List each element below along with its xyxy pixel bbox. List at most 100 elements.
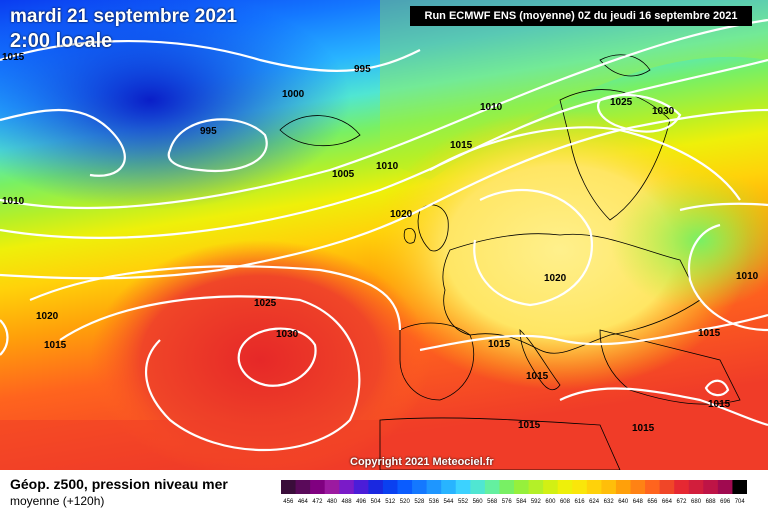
isobar-label: 1015 <box>44 340 67 351</box>
scale-swatch <box>543 480 559 494</box>
scale-tick-label: 472 <box>312 499 323 505</box>
scale-swatch <box>557 480 573 494</box>
scale-tick-label: 592 <box>531 499 542 505</box>
scale-swatch <box>295 480 311 494</box>
isobar-label: 1015 <box>708 399 731 410</box>
isobar-label: 1030 <box>652 106 675 117</box>
isobar-label: 1015 <box>698 328 721 339</box>
scale-swatch <box>382 480 398 494</box>
scale-swatch <box>310 480 326 494</box>
isobar-995 <box>167 118 268 172</box>
isobar-label: 1005 <box>332 169 355 180</box>
scale-tick-label: 528 <box>414 499 425 505</box>
scale-tick-label: 576 <box>502 499 513 505</box>
isobar-label: 1030 <box>276 329 299 340</box>
isobar-label: 995 <box>200 126 217 137</box>
scale-swatch <box>484 480 500 494</box>
isobar-1005 <box>0 18 768 210</box>
eastern-trough <box>610 170 768 310</box>
scale-tick-label: 680 <box>691 499 702 505</box>
scale-tick-label: 640 <box>618 499 629 505</box>
scale-tick-label: 504 <box>371 499 382 505</box>
scale-swatch <box>281 480 297 494</box>
copyright-notice: Copyright 2021 Meteociel.fr <box>350 456 494 468</box>
isobar-1010-east <box>679 202 768 332</box>
isobar-1015 <box>0 108 768 280</box>
scale-tick-label: 544 <box>443 499 454 505</box>
scale-tick-label: 608 <box>560 499 571 505</box>
low-pressure-zone <box>0 0 350 210</box>
isobar-label: 1020 <box>390 209 413 220</box>
color-scale: 456 464 472 480 488 496 504 512 520 528 536 544 552 5… <box>281 480 747 505</box>
scale-tick-label: 664 <box>662 499 673 505</box>
forecast-local-time: 2:00 locale <box>10 30 113 52</box>
run-info-banner: Run ECMWF ENS (moyenne) 0Z du jeudi 16 s… <box>410 6 752 26</box>
scale-tick-label: 560 <box>473 499 484 505</box>
scale-swatch <box>339 480 355 494</box>
scale-tick-label: 704 <box>735 499 746 505</box>
scale-tick-label: 520 <box>400 499 411 505</box>
isobar-label: 1000 <box>282 89 305 100</box>
map-legend-footer: Géop. z500, pression niveau mer moyenne … <box>0 470 768 512</box>
scale-tick-label: 696 <box>720 499 731 505</box>
isobar-1015-southeast <box>559 387 768 427</box>
scale-swatch <box>441 480 457 494</box>
scale-swatch <box>703 480 719 494</box>
scale-swatch <box>645 480 661 494</box>
scale-swatch <box>601 480 617 494</box>
scale-swatch <box>572 480 588 494</box>
isobar-labels: 1015 1010 995 1000 995 1005 1010 1010 10… <box>2 52 759 434</box>
scale-swatch <box>426 480 442 494</box>
scale-tick-label: 536 <box>429 499 440 505</box>
scale-swatch <box>368 480 384 494</box>
isobar-label: 1010 <box>376 161 399 172</box>
scale-tick-label: 600 <box>545 499 556 505</box>
isobar-label: 1020 <box>36 311 59 322</box>
legend-title: Géop. z500, pression niveau mer <box>10 476 228 492</box>
isobar-label: 995 <box>354 64 371 75</box>
forecast-date: mardi 21 septembre 2021 <box>10 6 238 27</box>
isobar-label: 1025 <box>254 298 277 309</box>
scale-swatch <box>586 480 602 494</box>
scale-swatch <box>499 480 515 494</box>
scale-swatch <box>470 480 486 494</box>
isobar-1005-north <box>0 39 421 73</box>
isobar-1030-azores <box>237 327 317 387</box>
scale-tick-label: 584 <box>516 499 527 505</box>
isobar-label: 1015 <box>632 423 655 434</box>
scale-swatch <box>397 480 413 494</box>
isobar-1015-south <box>419 313 768 352</box>
isobar-1000 <box>0 108 126 177</box>
isobar-label: 1015 <box>2 52 25 63</box>
legend-subtitle: moyenne (+120h) <box>10 494 105 508</box>
scale-swatch <box>412 480 428 494</box>
scale-swatch <box>324 480 340 494</box>
scale-swatch <box>353 480 369 494</box>
scale-swatch <box>455 480 471 494</box>
scale-tick-label: 496 <box>356 499 367 505</box>
scale-swatch <box>717 480 733 494</box>
scale-tick-label: 464 <box>298 499 309 505</box>
scale-swatch <box>615 480 631 494</box>
scale-tick-label: 656 <box>647 499 658 505</box>
scale-swatch <box>659 480 675 494</box>
isobar-1025 <box>59 295 361 451</box>
south-band <box>0 420 768 470</box>
scale-tick-label: 488 <box>342 499 353 505</box>
azores-high-zone <box>90 240 430 470</box>
scale-swatch <box>528 480 544 494</box>
scale-swatch <box>674 480 690 494</box>
scale-tick-label: 632 <box>604 499 615 505</box>
scale-tick-label: 552 <box>458 499 469 505</box>
scale-tick-label: 672 <box>676 499 687 505</box>
isobars <box>0 18 768 451</box>
scale-tick-label: 456 <box>283 499 294 505</box>
scale-tick-label: 568 <box>487 499 498 505</box>
isobar-label: 1010 <box>736 271 759 282</box>
isobar-label: 1015 <box>488 339 511 350</box>
isobar-1015-small <box>704 379 730 397</box>
forecast-map: 1015 1010 995 1000 995 1005 1010 1010 10… <box>0 0 768 470</box>
isobar-1020-west <box>29 265 402 331</box>
isobar-1015-edge <box>0 319 9 356</box>
